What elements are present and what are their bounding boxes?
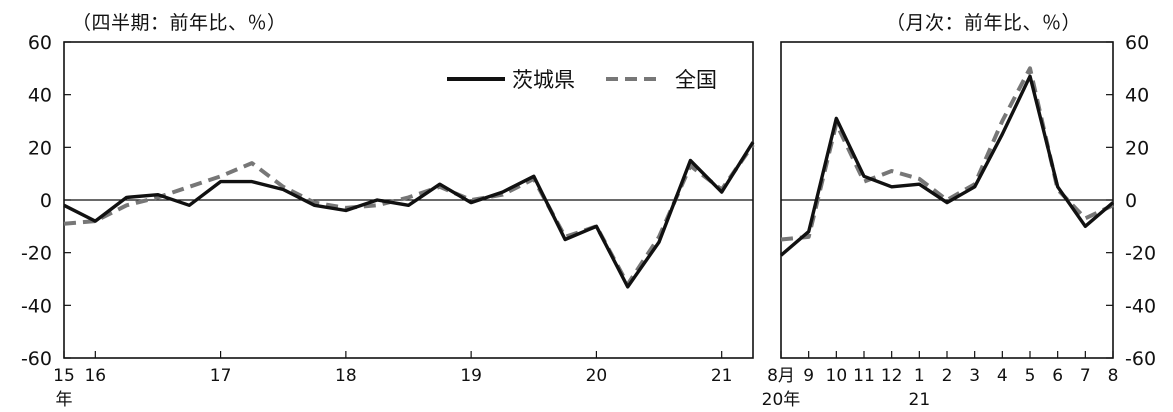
national-series-line: [63, 143, 755, 287]
national-series-line: [780, 66, 1114, 242]
x-tick-label: 16: [84, 366, 106, 386]
x-tick-label: 18: [335, 366, 357, 386]
y-tick-label: -60: [1125, 348, 1156, 370]
ibaraki-series-line: [779, 74, 1115, 257]
x-tick-label: 8月: [767, 366, 795, 386]
legend-label-ibaraki: 茨城県: [512, 68, 575, 92]
left-unit-label: （四半期：前年比、％）: [72, 12, 287, 34]
y-tick-label: 40: [28, 85, 52, 107]
x-year-label: 20年: [762, 390, 801, 410]
x-tick-label: 12: [881, 366, 903, 386]
y-tick-label: -60: [21, 348, 52, 370]
y-tick-label: 20: [1125, 137, 1149, 159]
x-tick-label: 17: [210, 366, 232, 386]
ibaraki-series-line: [63, 141, 755, 289]
x-tick-label: 19: [460, 366, 482, 386]
y-tick-label: -40: [1125, 295, 1156, 317]
x-tick-label: 1: [914, 366, 925, 386]
x-tick-label: 15: [53, 366, 75, 386]
x-tick-label: 5: [1025, 366, 1036, 386]
y-tick-label: 60: [28, 32, 52, 54]
x-tick-label: 21: [711, 366, 733, 386]
legend-label-national: 全国: [675, 68, 717, 92]
x-tick-label: 4: [997, 366, 1008, 386]
x-tick-label: 3: [969, 366, 980, 386]
x-tick-label: 8: [1108, 366, 1119, 386]
right-unit-label: （月次：前年比、％）: [886, 12, 1082, 34]
y-tick-label: 0: [1125, 190, 1137, 212]
x-tick-label: 9: [803, 366, 814, 386]
x-tick-label: 2: [942, 366, 953, 386]
x-tick-label: 10: [826, 366, 848, 386]
y-tick-label: 0: [40, 190, 52, 212]
x-tick-label: 7: [1080, 366, 1091, 386]
x-tick-label: 20: [586, 366, 608, 386]
y-tick-label: 20: [28, 137, 52, 159]
y-tick-label: -40: [21, 295, 52, 317]
y-tick-label: 60: [1125, 32, 1149, 54]
x-year-label: 21: [909, 390, 931, 410]
y-tick-label: -20: [21, 243, 52, 265]
x-tick-label: 11: [853, 366, 875, 386]
y-tick-label: 40: [1125, 85, 1149, 107]
x-unit-label: 年: [56, 390, 73, 410]
y-tick-label: -20: [1125, 243, 1156, 265]
x-tick-label: 6: [1052, 366, 1063, 386]
